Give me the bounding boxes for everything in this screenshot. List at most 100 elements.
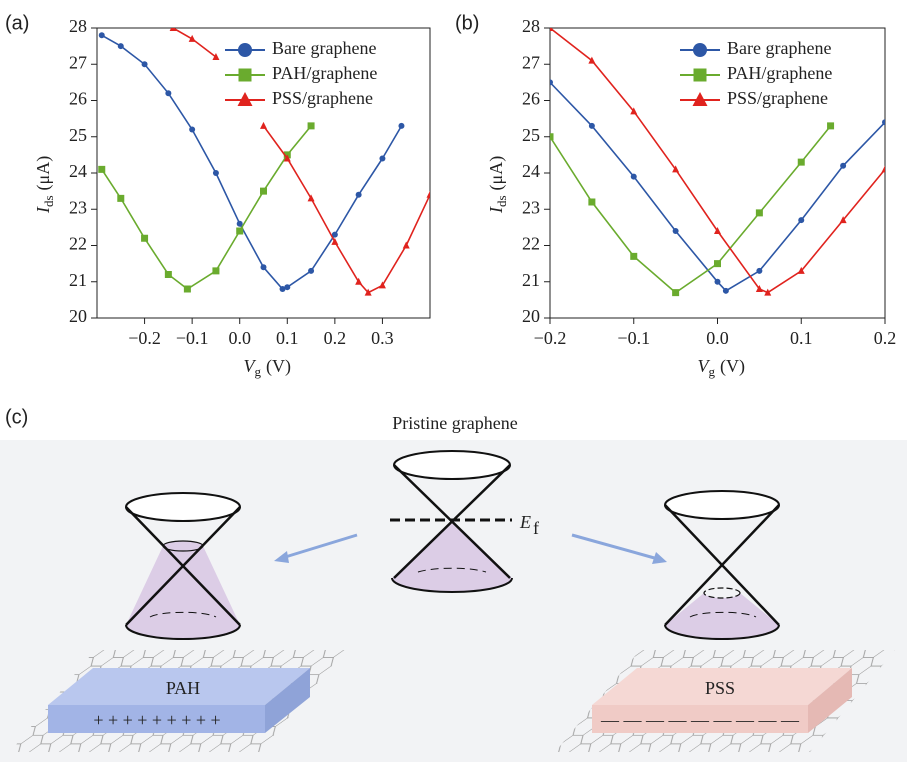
marker (882, 119, 885, 126)
y-tick-label: 27 (522, 52, 540, 72)
legend-label: PSS/graphene (272, 88, 373, 108)
marker (117, 43, 124, 50)
marker (881, 165, 885, 173)
marker (827, 122, 835, 130)
x-tick-label: 0.0 (228, 328, 251, 348)
marker (588, 122, 595, 129)
y-tick-label: 27 (69, 52, 87, 72)
marker (164, 271, 172, 278)
slab-side (265, 668, 310, 733)
marker (364, 288, 372, 296)
marker (672, 289, 680, 297)
filled-cone (126, 541, 240, 639)
x-axis-label-unit: (V) (720, 356, 745, 377)
y-tick-label: 22 (522, 234, 540, 254)
x-axis-label-subscript: g (709, 364, 716, 379)
marker (279, 286, 286, 292)
marker (141, 234, 149, 242)
cone-bottom (664, 624, 780, 640)
legend-label: PAH/graphene (272, 63, 377, 83)
marker (840, 162, 847, 169)
x-axis-label: Vg (V) (244, 356, 292, 379)
cone-level (149, 611, 217, 618)
x-axis-label-unit: (V) (266, 356, 291, 377)
slab-top (592, 668, 852, 705)
cone-top (125, 492, 241, 522)
marker (307, 122, 315, 130)
y-axis-label-unit: (μA) (33, 156, 54, 191)
series-line (101, 125, 312, 290)
y-tick-label: 25 (522, 125, 540, 145)
marker (260, 264, 267, 271)
marker (379, 155, 386, 162)
y-tick-label: 23 (522, 197, 540, 217)
cone-level (162, 540, 204, 552)
y-tick-label: 21 (69, 270, 87, 290)
y-tick-label: 22 (69, 234, 87, 254)
charges: + + + + + + + + + (93, 710, 220, 730)
y-tick-label: 21 (522, 270, 540, 290)
marker (797, 266, 805, 274)
x-tick-label: −0.1 (176, 328, 209, 348)
marker (183, 285, 191, 293)
marker (722, 287, 729, 294)
x-tick-label: −0.1 (617, 328, 650, 348)
y-axis-label: Ids (μA) (33, 156, 56, 214)
y-tick-label: 24 (522, 161, 540, 181)
marker (355, 277, 363, 285)
marker (141, 61, 148, 68)
filled-cone (392, 520, 512, 592)
x-axis-label-symbol: V (244, 356, 257, 376)
marker (331, 231, 338, 238)
y-tick-label: 26 (69, 89, 87, 109)
marker (714, 278, 721, 285)
x-tick-label: −0.2 (534, 328, 567, 348)
marker (98, 32, 105, 39)
legend-marker (238, 43, 252, 57)
x-tick-label: 0.2 (874, 328, 897, 348)
marker (284, 284, 291, 291)
marker (331, 237, 339, 245)
cone-sides (125, 506, 241, 626)
panel-label: (a) (5, 12, 29, 34)
x-tick-label: 0.1 (276, 328, 299, 348)
marker (212, 170, 219, 176)
arrow (571, 533, 659, 561)
marker (672, 165, 680, 173)
marker (378, 281, 386, 289)
marker (169, 28, 177, 31)
series-group (550, 28, 885, 297)
fermi-subscript: f (533, 518, 539, 538)
marker (839, 216, 847, 224)
x-axis-label-symbol: V (698, 356, 711, 376)
y-tick-label: 23 (69, 197, 87, 217)
cone-level (689, 611, 757, 618)
marker (550, 133, 554, 141)
cone-level (417, 567, 487, 573)
x-tick-label: −0.2 (128, 328, 161, 348)
x-tick-label: 0.1 (790, 328, 813, 348)
slab-label: PAH (166, 678, 200, 698)
series-group (98, 28, 430, 296)
slab-front (48, 705, 265, 733)
x-tick-label: 0.2 (324, 328, 347, 348)
y-axis-label-subscript: ds (41, 195, 56, 207)
legend-marker (693, 43, 707, 57)
y-tick-label: 28 (69, 16, 87, 36)
y-tick-label: 20 (522, 306, 540, 326)
legend-marker (693, 68, 707, 82)
slab-label: PSS (705, 678, 735, 698)
marker (188, 34, 196, 42)
series-line (550, 28, 885, 294)
marker (212, 267, 220, 275)
filled-cone (665, 593, 779, 639)
slab-front (592, 705, 808, 733)
y-tick-label: 25 (69, 125, 87, 145)
marker (798, 217, 805, 224)
marker (260, 121, 267, 129)
marker (755, 209, 763, 217)
panel-label: (c) (5, 406, 28, 428)
marker (307, 194, 315, 202)
marker (755, 285, 763, 292)
